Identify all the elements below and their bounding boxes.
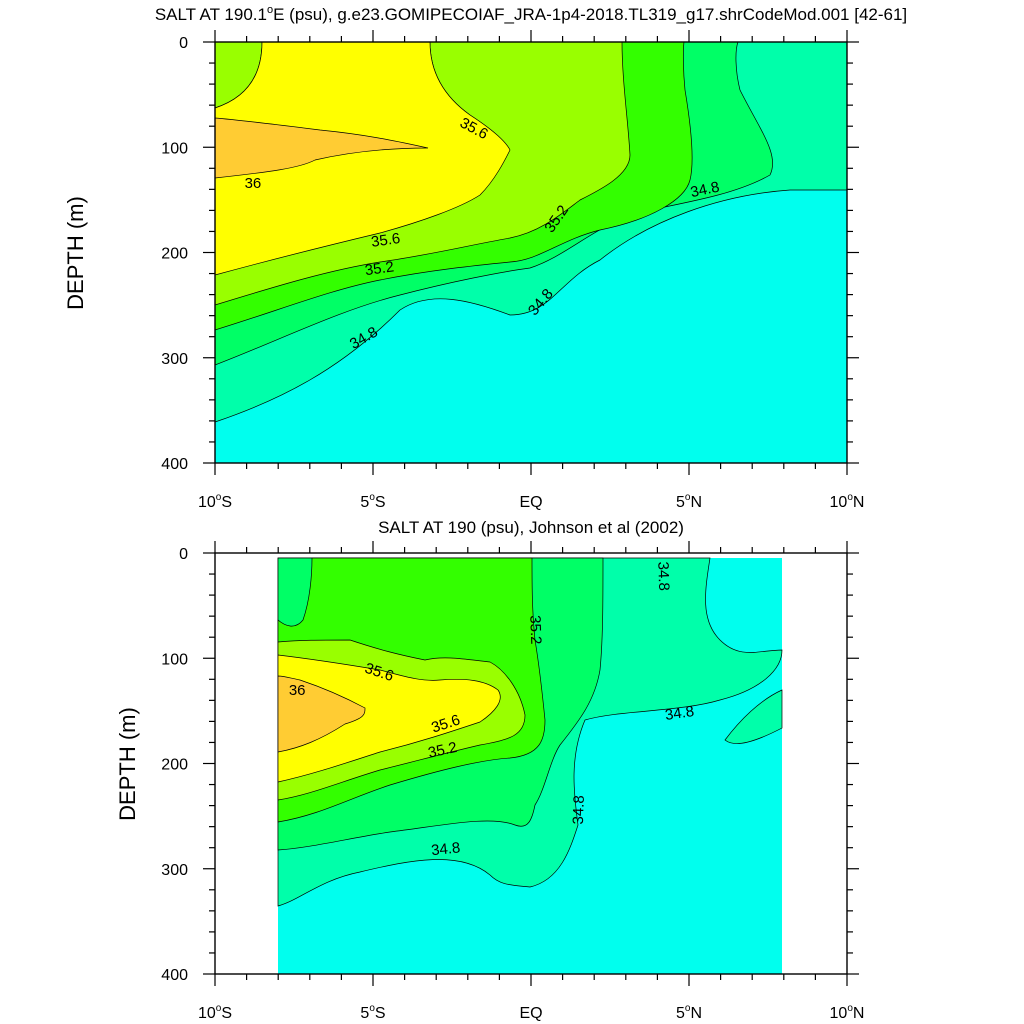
contour-label: 36 <box>289 682 306 699</box>
x-tick-label: 10oS <box>198 1003 232 1022</box>
panel-obs-contours <box>277 557 783 974</box>
contour-label-text: 34.8 <box>654 561 672 591</box>
panel-model-axes: 10oS 5oS EQ 5oN 10oN 0 100 200 300 400 <box>161 30 864 511</box>
contour-label-text: 34.8 <box>570 795 588 825</box>
panel-obs-axes: 10oS 5oS EQ 5oN 10oN 0 100 200 300 400 <box>161 541 864 1022</box>
panel-obs-title: SALT AT 190 (psu), Johnson et al (2002) <box>378 518 684 537</box>
x-tick-label: 10oN <box>830 1003 865 1022</box>
contour-label: 35.2 <box>427 739 459 762</box>
y-tick-label: 200 <box>161 757 188 774</box>
y-tick-label: 300 <box>161 862 188 879</box>
panel-model: SALT AT 190.1oE (psu), g.e23.GOMIPECOIAF… <box>63 4 907 511</box>
contour-label: 35.2 <box>364 258 395 279</box>
contour-label: 35.6 <box>370 230 401 251</box>
x-tick-label: 5oS <box>360 492 385 511</box>
panel-model-ylabel: DEPTH (m) <box>63 196 88 310</box>
contour-label-text: 34.8 <box>689 178 721 201</box>
contour-label: 34.8 <box>689 178 721 201</box>
y-tick-label: 100 <box>161 140 188 157</box>
contour-label-text: 35.2 <box>427 739 459 762</box>
x-tick-label: EQ <box>519 494 542 511</box>
contour-label-text: 35.6 <box>370 230 401 251</box>
contour-label-text: 34.8 <box>664 703 695 724</box>
x-tick-label: 5oN <box>676 492 702 511</box>
panel-model-title: SALT AT 190.1oE (psu), g.e23.GOMIPECOIAF… <box>155 4 907 24</box>
contour-label: 34.8 <box>430 839 461 859</box>
x-tick-label: 10oS <box>198 492 232 511</box>
contour-label-text: 36 <box>245 175 262 192</box>
y-tick-label: 0 <box>179 546 188 563</box>
contour-label: 34.8 <box>664 703 695 724</box>
fill-35.6-36.0-obs <box>277 654 501 783</box>
panel-obs: SALT AT 190 (psu), Johnson et al (2002) … <box>115 518 864 1022</box>
y-tick-label: 100 <box>161 651 188 668</box>
contour-label-text: 34.8 <box>430 839 461 859</box>
contour-label: 35.2 <box>526 615 544 645</box>
y-tick-label: 0 <box>179 35 188 52</box>
panel-model-contours <box>214 41 848 463</box>
panel-obs-ylabel: DEPTH (m) <box>115 707 140 821</box>
contour-label: 34.8 <box>570 795 588 825</box>
x-tick-label: 5oN <box>676 1003 702 1022</box>
fill-above-36 <box>214 117 429 179</box>
contour-label: 36 <box>245 175 262 192</box>
x-tick-label: 5oS <box>360 1003 385 1022</box>
contour-label-text: 35.2 <box>364 258 395 279</box>
x-tick-label: 10oN <box>830 492 865 511</box>
contour-label-text: 36 <box>289 682 306 699</box>
y-tick-label: 200 <box>161 246 188 263</box>
fill-above-36-obs <box>277 675 366 753</box>
contour-label: 34.8 <box>654 561 672 591</box>
y-tick-label: 300 <box>161 351 188 368</box>
y-tick-label: 400 <box>161 456 188 473</box>
contour-label-text: 35.2 <box>526 615 544 645</box>
x-tick-label: EQ <box>519 1005 542 1022</box>
y-tick-label: 400 <box>161 967 188 984</box>
